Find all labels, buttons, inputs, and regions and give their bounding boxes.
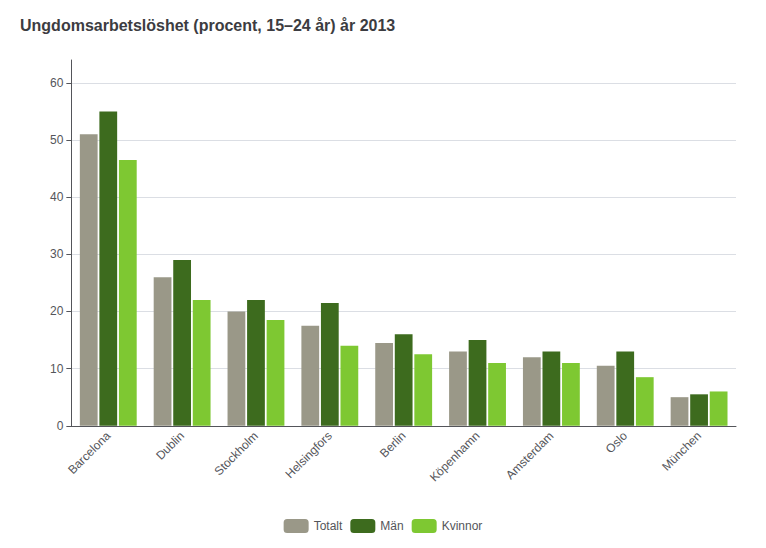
svg-text:Berlin: Berlin xyxy=(377,429,409,461)
svg-text:50: 50 xyxy=(50,133,64,147)
svg-text:10: 10 xyxy=(50,362,64,376)
svg-text:Stockholm: Stockholm xyxy=(211,429,260,478)
svg-text:Oslo: Oslo xyxy=(603,429,631,457)
svg-text:Helsingfors: Helsingfors xyxy=(282,429,334,481)
svg-text:20: 20 xyxy=(50,304,64,318)
svg-text:30: 30 xyxy=(50,247,64,261)
svg-text:0: 0 xyxy=(57,419,64,433)
svg-text:Ungdomsarbetslöshet (procent,: Ungdomsarbetslöshet (procent, 15–24 år) … xyxy=(20,17,395,34)
svg-text:Kvinnor: Kvinnor xyxy=(442,519,483,533)
svg-text:Köpenhamn: Köpenhamn xyxy=(427,429,483,485)
svg-text:60: 60 xyxy=(50,76,64,90)
svg-text:Dublin: Dublin xyxy=(153,429,187,463)
svg-text:Män: Män xyxy=(380,519,403,533)
svg-text:40: 40 xyxy=(50,190,64,204)
svg-text:Amsterdam: Amsterdam xyxy=(503,429,556,482)
svg-text:Barcelona: Barcelona xyxy=(65,429,113,477)
svg-text:Totalt: Totalt xyxy=(314,519,343,533)
svg-text:München: München xyxy=(659,429,704,474)
